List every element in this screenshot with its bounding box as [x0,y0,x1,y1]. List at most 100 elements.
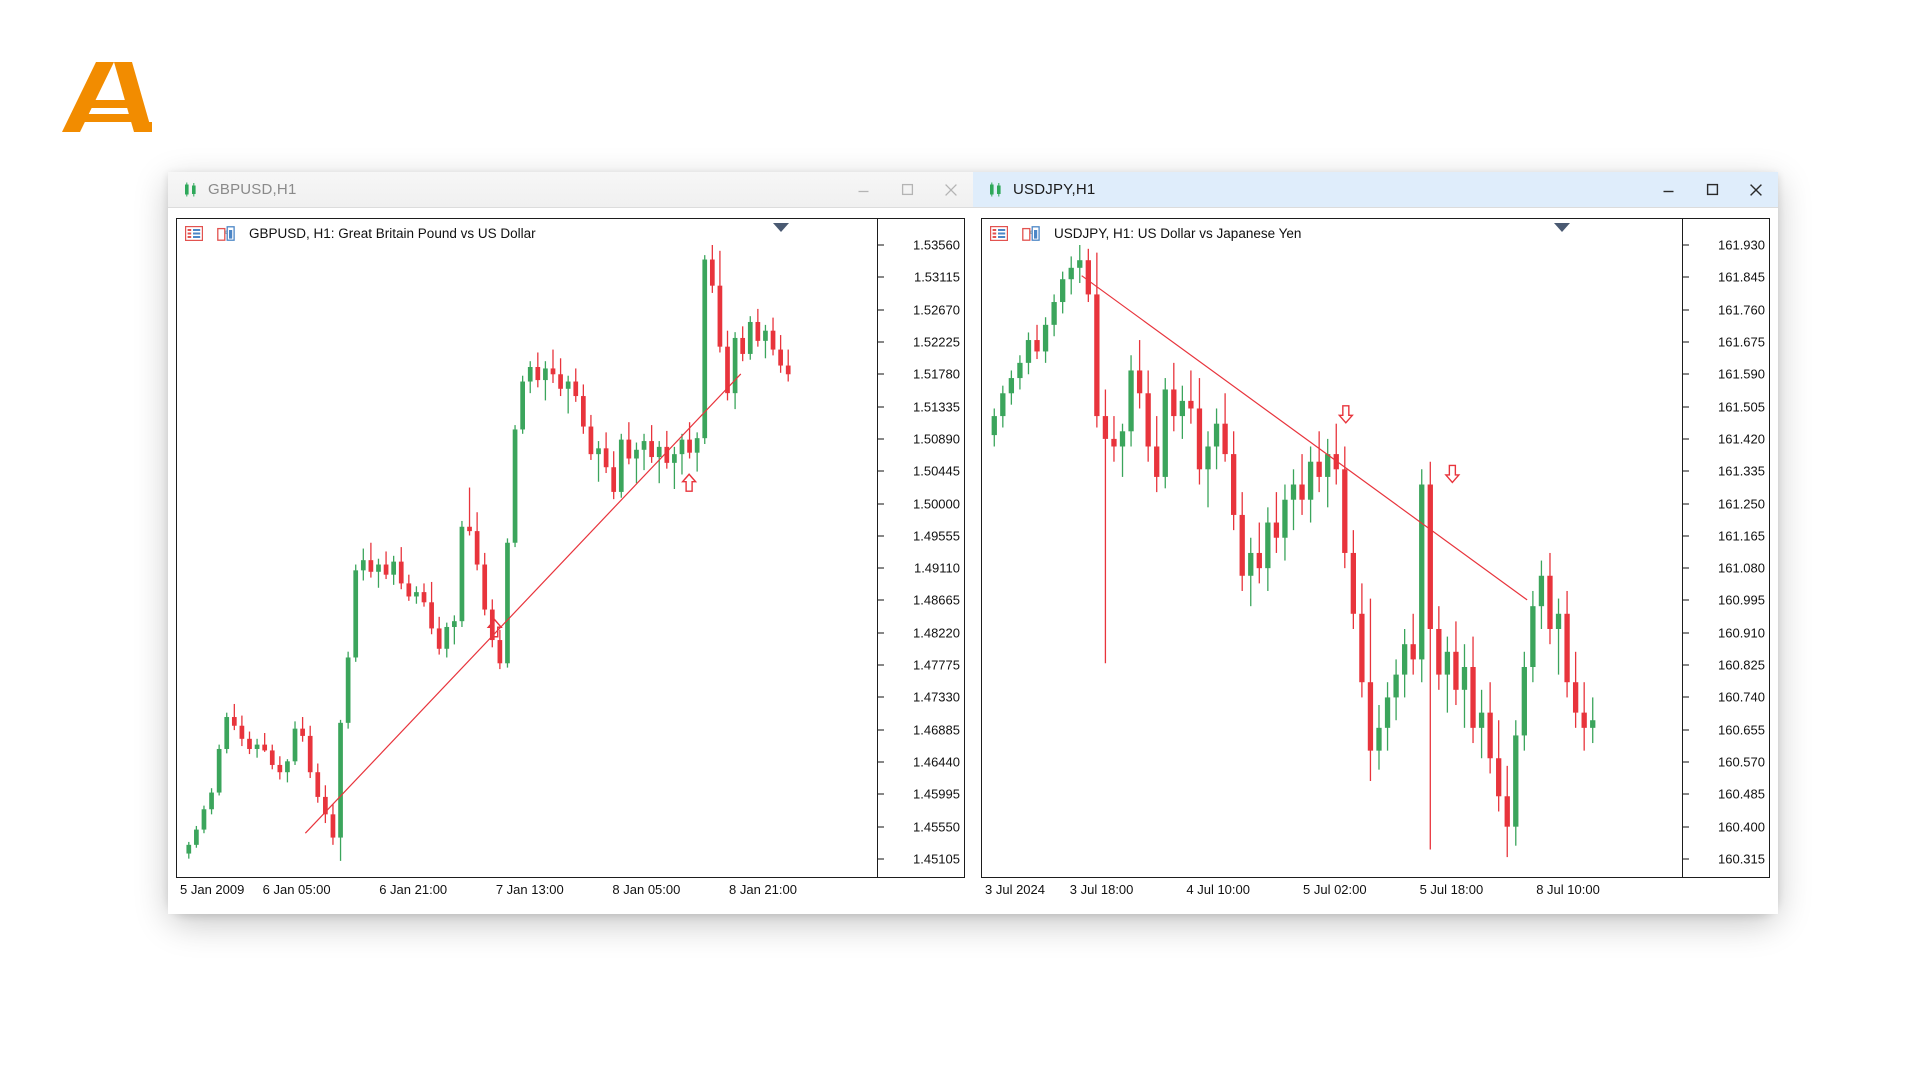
price-tick-label: 1.47775 [913,657,960,673]
price-tick-mark [878,438,884,440]
minimize-button-usdjpy[interactable] [1646,172,1690,208]
time-tick-label: 4 Jul 10:00 [1186,882,1250,897]
time-tick-label: 6 Jan 05:00 [262,882,331,897]
price-tick-mark [1683,535,1689,537]
price-tick-mark [1683,826,1689,828]
price-tick-mark [878,309,884,311]
chart-header-gbpusd: GBPUSD, H1: Great Britain Pound vs US Do… [177,219,964,247]
price-tick-label: 160.655 [1718,722,1765,738]
price-axis-gbpusd[interactable]: 1.53560 1.53115 1.52670 1.52225 1.51780 1.513… [878,219,964,877]
price-tick-mark [1683,664,1689,666]
price-tick-label: 1.47330 [913,689,960,705]
price-tick-mark [878,632,884,634]
candlestick-icon [182,181,199,198]
price-tick-label: 1.45550 [913,819,960,835]
candlestick-plot-gbpusd [186,245,791,861]
plot-area-usdjpy[interactable]: 161.930 161.845 161.760 161.675 161.590 161.5… [982,219,1769,877]
chart-frame-usdjpy[interactable]: USDJPY, H1: US Dollar vs Japanese Yen 16… [981,218,1770,878]
maximize-button-gbpusd[interactable] [885,172,929,208]
price-tick-label: 161.845 [1718,269,1765,285]
price-tick-mark [878,826,884,828]
price-tick-label: 160.740 [1718,689,1765,705]
chart-body-usdjpy[interactable]: USDJPY, H1: US Dollar vs Japanese Yen 16… [973,208,1778,914]
price-tick-mark [878,729,884,731]
price-tick-label: 160.825 [1718,657,1765,673]
price-tick-label: 160.315 [1718,851,1765,867]
time-tick-label: 7 Jan 13:00 [495,882,564,897]
brand-logo-icon [60,42,156,134]
price-tick-label: 161.505 [1718,399,1765,415]
price-tick-label: 1.53560 [913,237,960,253]
price-tick-label: 1.51335 [913,399,960,415]
time-tick-label: 3 Jul 2024 [985,882,1045,897]
price-tick-mark [878,341,884,343]
price-tick-mark [878,276,884,278]
time-axis-usdjpy: 3 Jul 2024 3 Jul 18:00 4 Jul 10:00 5 Jul 02… [981,878,1770,908]
price-tick-label: 160.485 [1718,786,1765,802]
chart-body-gbpusd[interactable]: GBPUSD, H1: Great Britain Pound vs US Do… [168,208,973,914]
data-window-icon[interactable] [185,225,203,241]
minimize-button-gbpusd[interactable] [841,172,885,208]
time-tick-label: 8 Jan 05:00 [612,882,681,897]
price-tick-mark [878,244,884,246]
price-tick-label: 161.250 [1718,496,1765,512]
price-tick-mark [1683,858,1689,860]
price-tick-label: 160.400 [1718,819,1765,835]
chart-properties-icon[interactable] [217,225,235,241]
price-tick-mark [878,858,884,860]
price-tick-mark [1683,470,1689,472]
candlestick-plot-usdjpy [991,245,1596,858]
chart-header-usdjpy: USDJPY, H1: US Dollar vs Japanese Yen [982,219,1769,247]
window-controls-gbpusd [841,172,973,207]
price-tick-label: 160.570 [1718,754,1765,770]
price-tick-mark [878,567,884,569]
price-tick-label: 161.590 [1718,366,1765,382]
price-tick-label: 161.420 [1718,431,1765,447]
data-window-icon[interactable] [990,225,1008,241]
application-window: GBPUSD,H1 [168,172,1778,914]
price-tick-label: 161.165 [1718,528,1765,544]
chart-shift-marker-gbpusd[interactable] [773,219,789,237]
price-tick-label: 1.50000 [913,496,960,512]
titlebar-gbpusd[interactable]: GBPUSD,H1 [168,172,973,208]
price-tick-label: 1.46440 [913,754,960,770]
price-tick-label: 1.50890 [913,431,960,447]
price-tick-mark [878,761,884,763]
window-title-usdjpy: USDJPY,H1 [1013,181,1096,198]
plot-area-gbpusd[interactable]: 1.53560 1.53115 1.52670 1.52225 1.51780 1.513… [177,219,964,877]
price-tick-mark [1683,567,1689,569]
price-tick-mark [1683,341,1689,343]
price-tick-mark [1683,503,1689,505]
price-tick-label: 161.335 [1718,463,1765,479]
price-tick-mark [1683,438,1689,440]
price-tick-mark [1683,309,1689,311]
price-tick-label: 161.675 [1718,334,1765,350]
price-tick-label: 1.49555 [913,528,960,544]
price-tick-mark [1683,373,1689,375]
window-controls-usdjpy [1646,172,1778,207]
price-tick-mark [878,406,884,408]
price-tick-mark [878,696,884,698]
price-axis-usdjpy[interactable]: 161.930 161.845 161.760 161.675 161.590 161.5… [1683,219,1769,877]
axis-separator-usdjpy [1682,219,1683,877]
chart-shift-marker-usdjpy[interactable] [1554,219,1570,237]
price-tick-mark [1683,276,1689,278]
maximize-button-usdjpy[interactable] [1690,172,1734,208]
price-tick-mark [1683,761,1689,763]
price-tick-label: 161.930 [1718,237,1765,253]
price-tick-label: 1.45105 [913,851,960,867]
chart-window-usdjpy[interactable]: USDJPY,H1 [973,172,1778,914]
time-tick-label: 5 Jul 02:00 [1302,882,1367,897]
chart-window-gbpusd[interactable]: GBPUSD,H1 [168,172,973,914]
chart-properties-icon[interactable] [1022,225,1040,241]
price-tick-mark [1683,406,1689,408]
price-tick-mark [1683,793,1689,795]
close-button-usdjpy[interactable] [1734,172,1778,208]
chart-frame-gbpusd[interactable]: GBPUSD, H1: Great Britain Pound vs US Do… [176,218,965,878]
titlebar-usdjpy[interactable]: USDJPY,H1 [973,172,1778,208]
close-button-gbpusd[interactable] [929,172,973,208]
price-tick-label: 1.52670 [913,302,960,318]
price-tick-label: 1.52225 [913,334,960,350]
window-title-gbpusd: GBPUSD,H1 [208,181,297,198]
time-tick-label: 5 Jul 18:00 [1419,882,1484,897]
